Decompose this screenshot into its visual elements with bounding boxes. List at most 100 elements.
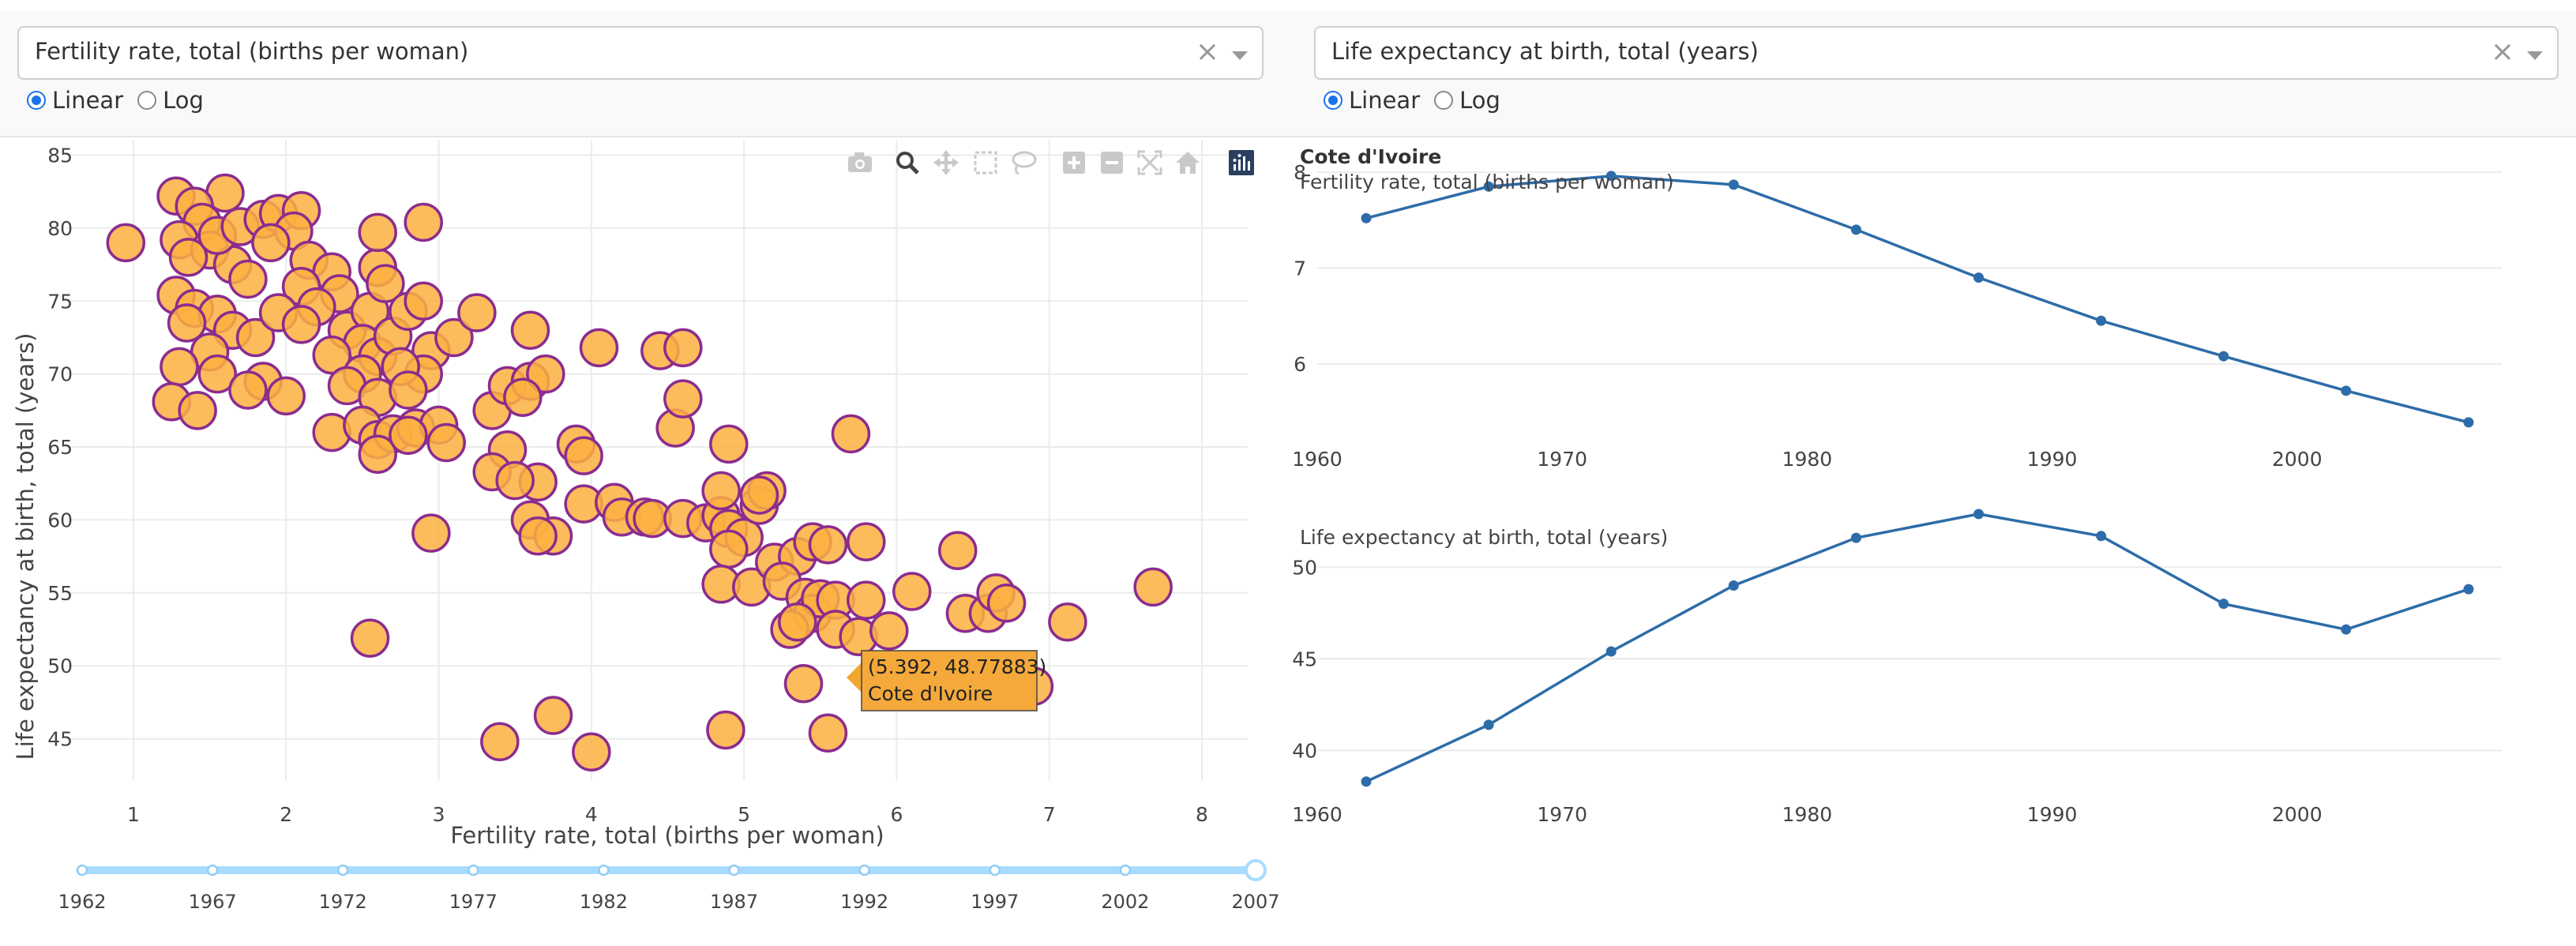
scatter-point[interactable] — [937, 531, 978, 570]
line-point[interactable] — [1483, 719, 1494, 730]
scatter-point[interactable] — [350, 618, 390, 658]
line-point[interactable] — [1728, 580, 1739, 591]
x-axis-chevron-down-icon[interactable] — [1232, 51, 1248, 60]
scatter-point[interactable] — [197, 354, 238, 394]
scatter-point[interactable] — [663, 379, 703, 419]
scatter-point[interactable] — [495, 460, 535, 501]
scatter-point[interactable] — [411, 513, 451, 553]
slider-step[interactable] — [206, 864, 219, 877]
slider-year-label[interactable]: 1962 — [58, 891, 106, 913]
slider-step[interactable] — [336, 864, 349, 877]
scatter-point[interactable] — [235, 317, 276, 358]
scatter-point[interactable] — [168, 238, 208, 277]
x-scale-linear-radio[interactable] — [27, 91, 46, 110]
scatter-point[interactable] — [426, 422, 466, 463]
scatter-point[interactable] — [526, 354, 565, 394]
y-axis-dropdown[interactable]: Life expectancy at birth, total (years) … — [1314, 26, 2559, 80]
slider-rail[interactable] — [82, 866, 1257, 874]
scatter-point[interactable] — [358, 434, 397, 475]
scatter-point[interactable] — [808, 713, 848, 753]
scatter-point[interactable] — [808, 525, 848, 565]
y-scale-linear-radio[interactable] — [1324, 91, 1342, 110]
x-axis-dropdown[interactable]: Fertility rate, total (births per woman)… — [17, 26, 1264, 80]
scatter-point[interactable] — [783, 664, 824, 704]
line-point[interactable] — [1973, 272, 1985, 283]
slider-step[interactable] — [858, 864, 870, 877]
box-select-icon[interactable] — [974, 151, 997, 175]
slider-handle[interactable] — [1245, 859, 1267, 881]
scatter-point[interactable] — [1048, 603, 1087, 642]
scatter-point[interactable] — [480, 722, 520, 762]
scatter-point[interactable] — [709, 529, 749, 569]
scatter-point[interactable] — [503, 377, 543, 417]
slider-year-label[interactable]: 1992 — [840, 891, 888, 913]
y-scale-log-radio[interactable] — [1434, 91, 1454, 110]
scatter-point[interactable] — [564, 436, 603, 475]
line-point[interactable] — [2341, 385, 2352, 396]
fertility-line-chart[interactable]: 6 7 8 1960 1970 1980 1990 2000 Cote d'Ivoire Fe… — [1279, 141, 2576, 504]
year-slider[interactable]: 1962 1967 1972 1977 1982 1987 1992 1997 2002 2007 — [0, 859, 1279, 946]
slider-year-label[interactable]: 2002 — [1101, 891, 1149, 913]
scatter-point[interactable] — [739, 475, 779, 515]
slider-step[interactable] — [598, 864, 610, 877]
line-point[interactable] — [1605, 646, 1617, 657]
camera-icon[interactable] — [848, 152, 872, 172]
lasso-icon[interactable] — [1012, 151, 1037, 175]
line-point[interactable] — [1850, 224, 1861, 235]
slider-year-label[interactable]: 1987 — [710, 891, 758, 913]
slider-year-label[interactable]: 1997 — [971, 891, 1019, 913]
pan-icon[interactable] — [933, 150, 959, 175]
scatter-point[interactable] — [434, 317, 474, 358]
scatter-point[interactable] — [251, 223, 291, 263]
scatter-point[interactable] — [389, 415, 428, 456]
scatter-point[interactable] — [266, 376, 306, 416]
scatter-point[interactable] — [389, 370, 428, 410]
line-point[interactable] — [2096, 531, 2107, 542]
scatter-point[interactable] — [366, 264, 405, 303]
scatter-point[interactable] — [869, 611, 909, 651]
y-scale-log-label[interactable]: Log — [1459, 87, 1500, 114]
slider-year-label[interactable]: 1967 — [189, 891, 237, 913]
scatter-point[interactable] — [358, 212, 397, 253]
slider-year-label[interactable]: 2007 — [1231, 891, 1279, 913]
scatter-point[interactable] — [579, 328, 619, 368]
scatter-point[interactable] — [167, 303, 207, 343]
scatter-point[interactable] — [709, 424, 749, 464]
plotly-logo-icon[interactable] — [1229, 150, 1254, 175]
zoom-in-icon[interactable] — [1063, 152, 1085, 174]
scatter-point[interactable] — [847, 522, 886, 561]
y-axis-clear-icon[interactable]: × — [2490, 36, 2514, 68]
slider-step[interactable] — [728, 864, 740, 877]
x-scale-log-radio[interactable] — [137, 91, 157, 110]
scatter-point[interactable] — [178, 391, 217, 430]
line-point[interactable] — [1361, 776, 1372, 787]
line-point[interactable] — [1973, 509, 1985, 520]
line-point[interactable] — [1728, 179, 1739, 190]
scatter-point[interactable] — [701, 471, 741, 511]
scatter-point[interactable] — [847, 580, 886, 620]
line-point[interactable] — [2218, 599, 2229, 610]
line-point[interactable] — [1850, 532, 1861, 543]
slider-year-label[interactable]: 1972 — [319, 891, 367, 913]
line-point[interactable] — [2218, 351, 2229, 362]
scatter-point[interactable] — [106, 223, 146, 263]
scatter-point[interactable] — [457, 293, 497, 332]
slider-year-label[interactable]: 1977 — [449, 891, 498, 913]
life-expectancy-line-chart[interactable]: 40 45 50 1960 1970 1980 1990 2000 Life expectan… — [1279, 504, 2576, 946]
y-axis-chevron-down-icon[interactable] — [2527, 51, 2543, 60]
scatter-point[interactable] — [404, 281, 443, 321]
line-point[interactable] — [2096, 315, 2107, 326]
x-axis-clear-icon[interactable]: × — [1195, 36, 1219, 68]
reset-axes-icon[interactable] — [1176, 152, 1200, 174]
line-point[interactable] — [2463, 584, 2474, 595]
autoscale-icon[interactable] — [1137, 150, 1162, 175]
scatter-point[interactable] — [986, 584, 1027, 623]
scatter-point[interactable] — [1133, 567, 1173, 607]
scatter-point[interactable] — [404, 202, 443, 242]
slider-step[interactable] — [989, 864, 1001, 877]
zoom-out-icon[interactable] — [1101, 152, 1123, 174]
scatter-point[interactable] — [663, 328, 703, 368]
scatter-point[interactable] — [228, 259, 268, 299]
scatter-point[interactable] — [281, 305, 321, 344]
